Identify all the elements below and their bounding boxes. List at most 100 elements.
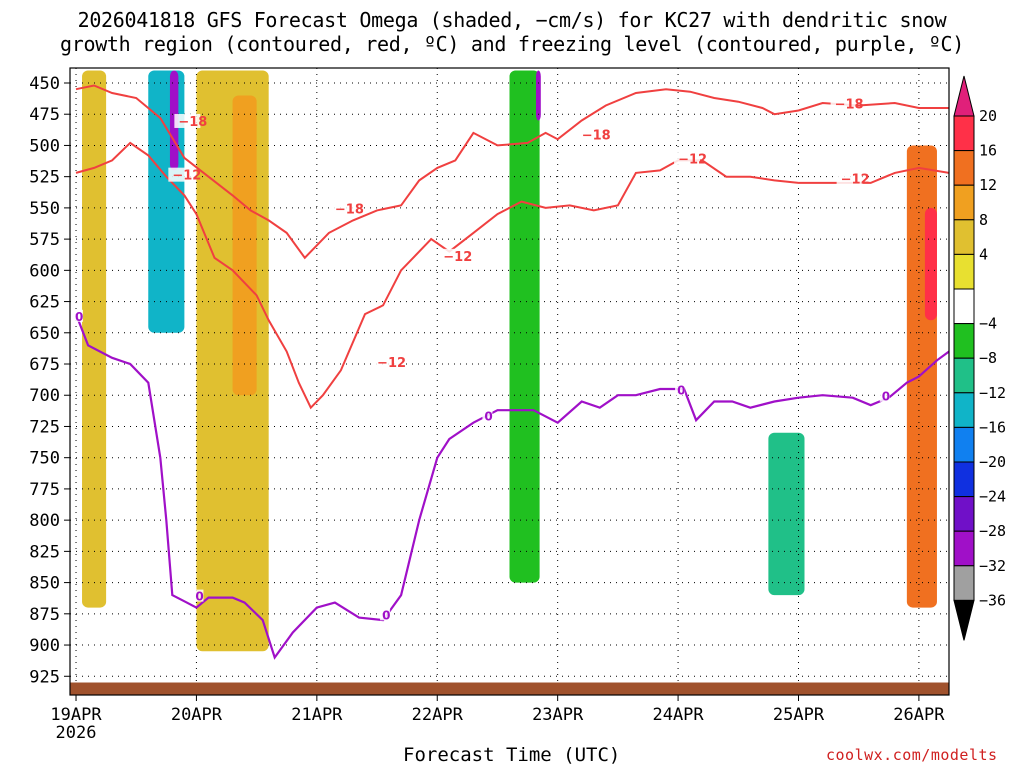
x-tick-sublabel: 2026	[56, 723, 97, 743]
y-tick-label: 750	[29, 449, 60, 469]
colorbar-bottom-arrow	[953, 599, 975, 641]
colorbar-bin	[953, 184, 975, 221]
surface-layer	[70, 682, 949, 695]
omega-region	[148, 70, 185, 333]
colorbar-bin	[953, 253, 975, 290]
x-tick-label: 22APR	[412, 705, 464, 725]
y-tick-label: 650	[29, 324, 60, 344]
chart-title-line1: 2026041818 GFS Forecast Omega (shaded, −…	[77, 8, 947, 32]
y-tick-label: 825	[29, 542, 60, 562]
colorbar-tick-label: 20	[979, 107, 997, 125]
omega-region	[509, 70, 540, 583]
freezing-contour-label: 0	[882, 390, 890, 404]
dendritic-contour-label: −12	[678, 152, 707, 167]
contour-label-bg	[482, 409, 493, 422]
freezing-contour-label: 0	[677, 383, 685, 397]
y-tick-label: 800	[29, 511, 60, 531]
surface-ground	[70, 682, 949, 695]
y-tick-label: 450	[29, 74, 60, 94]
contour-label-bg	[836, 171, 863, 186]
omega-region	[232, 95, 257, 396]
contour-label-bg	[168, 167, 195, 182]
y-tick-label: 525	[29, 168, 60, 188]
y-tick-label: 925	[29, 667, 60, 687]
contour-label-bg	[674, 151, 701, 166]
contour-label-bg	[879, 389, 890, 402]
colorbar-tick-label: −24	[979, 488, 1006, 506]
x-tick-label: 21APR	[291, 705, 343, 725]
contour-label-bg	[380, 608, 391, 621]
dendritic-contour-label: −12	[172, 169, 201, 184]
omega-region	[535, 70, 541, 121]
colorbar-bin	[953, 392, 975, 428]
y-tick-label: 675	[29, 355, 60, 375]
plot-frame	[69, 67, 950, 696]
y-tick-label: 775	[29, 480, 60, 500]
contour-label-bg	[830, 96, 857, 111]
contour-label-bg	[330, 201, 357, 216]
colorbar-bin	[953, 565, 975, 601]
colorbar-bin	[953, 288, 975, 325]
dendritic-upper-contour	[75, 84, 949, 260]
omega-region	[82, 70, 107, 608]
colorbar-tick-label: −20	[979, 453, 1006, 471]
freezing-contour-label: 0	[484, 410, 492, 424]
contour-label-bg	[73, 309, 84, 322]
colorbar-top-arrow	[953, 75, 975, 117]
omega-region	[196, 70, 269, 652]
colorbar-bin	[953, 219, 975, 255]
colorbar-bin	[953, 115, 975, 152]
colorbar-tick-label: 12	[979, 176, 997, 194]
credit-link[interactable]: coolwx.com/modelts	[826, 746, 998, 764]
x-tick-label: 26APR	[893, 705, 945, 725]
dendritic-contour-label: −12	[841, 172, 870, 187]
y-tick-label: 700	[29, 386, 60, 406]
y-tick-label: 500	[29, 136, 60, 156]
omega-region	[768, 432, 805, 596]
contour-label-bg	[193, 589, 204, 602]
y-axis: 450 475 500 525 550 575 600 625 650 675 700 725 750 7…	[29, 74, 70, 687]
freezing-contour-label: 0	[382, 608, 390, 622]
colorbar-bin	[953, 323, 975, 359]
y-tick-label: 725	[29, 417, 60, 437]
freezing-contour-label: 0	[195, 590, 203, 604]
y-tick-label: 625	[29, 293, 60, 313]
colorbar-tick-label: −32	[979, 557, 1006, 575]
x-tick-label: 24APR	[652, 705, 704, 725]
colorbar: 20 16 12 8 4 −4 −8 −12 −16 −20 −24 −28 −32 −36	[953, 75, 1006, 641]
colorbar-tick-label: −28	[979, 522, 1006, 540]
dendritic-contour-label: −18	[178, 115, 207, 130]
colorbar-bin	[953, 496, 975, 532]
colorbar-tick-label: 4	[979, 245, 988, 263]
y-tick-label: 900	[29, 636, 60, 656]
freezing-contour-label: 0	[75, 310, 83, 324]
dendritic-contour-label: −12	[443, 250, 472, 265]
dendritic-contour-label: −18	[582, 129, 611, 144]
x-tick-label: 20APR	[171, 705, 223, 725]
y-tick-label: 475	[29, 105, 60, 125]
y-tick-label: 875	[29, 605, 60, 625]
colorbar-tick-label: −16	[979, 418, 1006, 436]
omega-region	[924, 207, 937, 321]
colorbar-tick-label: −36	[979, 591, 1006, 609]
y-tick-label: 600	[29, 261, 60, 281]
y-tick-label: 850	[29, 574, 60, 594]
dendritic-contour-label: −18	[335, 202, 364, 217]
y-tick-label: 550	[29, 199, 60, 219]
dendritic-contour-label: −12	[377, 356, 406, 371]
freezing-level-contour	[74, 313, 949, 660]
colorbar-bin	[953, 357, 975, 394]
colorbar-bin	[953, 461, 975, 498]
chart-title-line2: growth region (contoured, red, ºC) and f…	[59, 32, 965, 56]
colorbar-tick-label: −12	[979, 384, 1006, 402]
dendritic-lower-contour	[75, 141, 949, 410]
y-tick-label: 575	[29, 230, 60, 250]
colorbar-tick-label: −8	[979, 349, 997, 367]
colorbar-bin	[953, 426, 975, 463]
colorbar-tick-label: −4	[979, 315, 997, 333]
contour-label-bg	[577, 127, 604, 142]
contour-label-bg	[439, 248, 466, 263]
x-axis-title: Forecast Time (UTC)	[403, 744, 621, 766]
